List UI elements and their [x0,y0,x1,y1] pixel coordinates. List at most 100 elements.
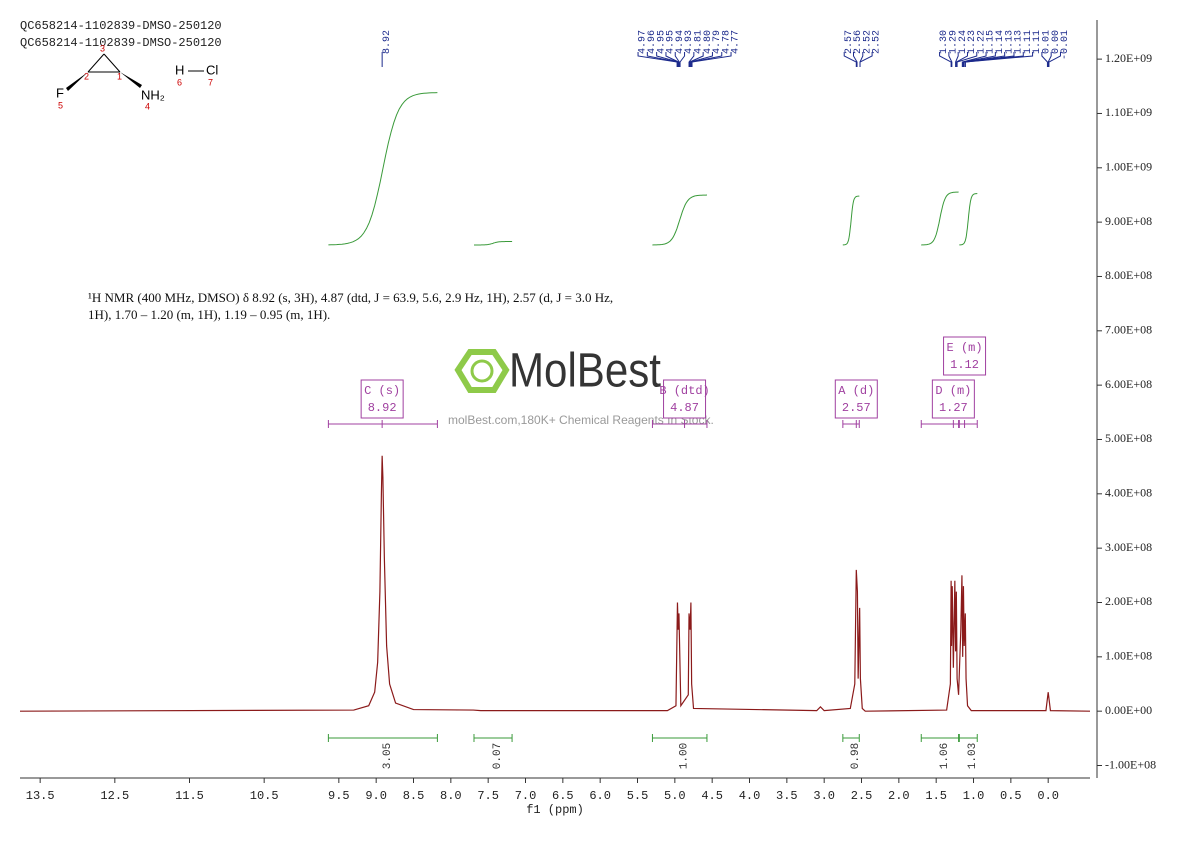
peak-label: 1.24 [958,30,969,54]
multiplet-box [663,379,707,419]
x-tick-label: 0.0 [1037,789,1059,803]
logo [470,359,494,383]
y-tick-label: 1.00E+09 [1105,160,1152,174]
integral-value: 1.06 [939,743,951,769]
x-tick-label: 5.5 [627,789,649,803]
atom-number: 3 [100,43,105,53]
peak-leader [690,52,723,67]
peak-leader [955,52,959,67]
bond [103,53,121,73]
peak-label: 4.97 [638,30,649,54]
atom-number: 5 [58,100,63,110]
integral-value: 1.00 [679,743,691,769]
peak-label: 4.93 [684,30,695,54]
multiplet-label: B (dtd) [659,384,709,398]
spectrum [19,455,1091,712]
peak-leader [1041,52,1048,67]
peak-label: 1.30 [939,30,950,54]
peak-label: 2.56 [853,30,864,54]
atom-number: 4 [145,101,150,111]
logo [454,349,510,393]
peak-label: 4.95 [666,30,677,54]
multiplet-label: D (m) [935,384,971,398]
peak-leader [691,52,732,67]
peak-label: 8.92 [382,30,393,54]
peak-leader [859,52,873,67]
peak-label: 4.94 [675,30,686,54]
multiplet-label: E (m) [947,341,983,355]
y-tick-label: 8.00E+08 [1105,268,1152,282]
y-tick-label: 1.20E+09 [1105,51,1152,65]
peak-label: 2.52 [872,30,883,54]
multiplet-shift: 2.57 [842,401,871,415]
peak-leader [1047,52,1052,67]
peak-leader [665,52,680,67]
atom-number: 6 [177,77,182,87]
peak-label: 1.14 [995,30,1006,54]
peak-leader [939,52,952,67]
peak-label: 1.13 [1014,30,1025,54]
peak-leader [956,52,978,67]
peak-leader [646,52,679,67]
peak-label: -0.01 [1060,30,1071,60]
x-axis-label: f1 (ppm) [526,803,584,817]
multiplet-box [834,379,878,419]
x-tick-label: 2.5 [851,789,873,803]
x-tick-label: 0.5 [1000,789,1022,803]
x-tick-label: 8.0 [440,789,462,803]
y-tick-label: 6.00E+08 [1105,377,1152,391]
y-tick-label: 1.10E+09 [1105,105,1152,119]
peak-label: 1.22 [976,30,987,54]
integral-value: 0.07 [492,743,504,769]
watermark-tagline: molBest.com,180K+ Chemical Reagents In S… [448,413,714,427]
peak-leader [843,52,857,67]
x-tick-label: 10.5 [250,789,279,803]
peak-leader [853,52,858,67]
peak-leader [637,52,678,67]
peak-label: 4.81 [693,30,704,54]
y-tick-label: 7.00E+08 [1105,323,1152,337]
peak-label: 4.77 [731,30,742,54]
x-tick-label: 1.5 [925,789,947,803]
multiplet-label: C (s) [364,384,400,398]
atom: F [56,85,64,100]
peak-label: 1.15 [986,30,997,54]
peak-leader [964,52,1034,67]
y-tick-label: 9.00E+08 [1105,214,1152,228]
x-tick-label: 9.5 [328,789,350,803]
integral-curve [652,194,708,246]
multiplet-shift: 8.92 [368,401,397,415]
integral-curve [328,92,438,246]
peak-leader [690,52,713,67]
x-tick-label: 6.5 [552,789,574,803]
integral-curve [921,191,959,246]
x-tick-label: 12.5 [100,789,129,803]
peak-label: 0.01 [1042,30,1053,54]
peak-label: 4.96 [647,30,658,54]
peak-leader [955,52,968,67]
peak-leader [689,52,704,67]
x-tick-label: 7.5 [477,789,499,803]
multiplet-shift: 4.87 [670,401,699,415]
x-tick-label: 3.5 [776,789,798,803]
peak-leader [679,52,686,67]
x-tick-label: 5.0 [664,789,686,803]
multiplet-shift: 1.12 [950,358,979,372]
description: ¹H NMR (400 MHz, DMSO) δ 8.92 (s, 3H), 4… [88,290,614,322]
x-tick-label: 8.5 [403,789,425,803]
peak-label: 1.11 [1023,30,1034,54]
multiplet-box [943,336,987,376]
x-tick-label: 1.0 [963,789,985,803]
x-tick-label: 6.0 [589,789,611,803]
y-tick-label: 3.00E+08 [1105,540,1152,554]
bond [87,53,105,73]
integral-curve [842,195,860,246]
x-tick-label: 11.5 [175,789,204,803]
peak-leader [963,52,1015,67]
wedge-bond [66,72,88,91]
atom: H [175,62,184,77]
peak-label: 1.13 [1004,30,1015,54]
integral-curve [474,241,513,246]
